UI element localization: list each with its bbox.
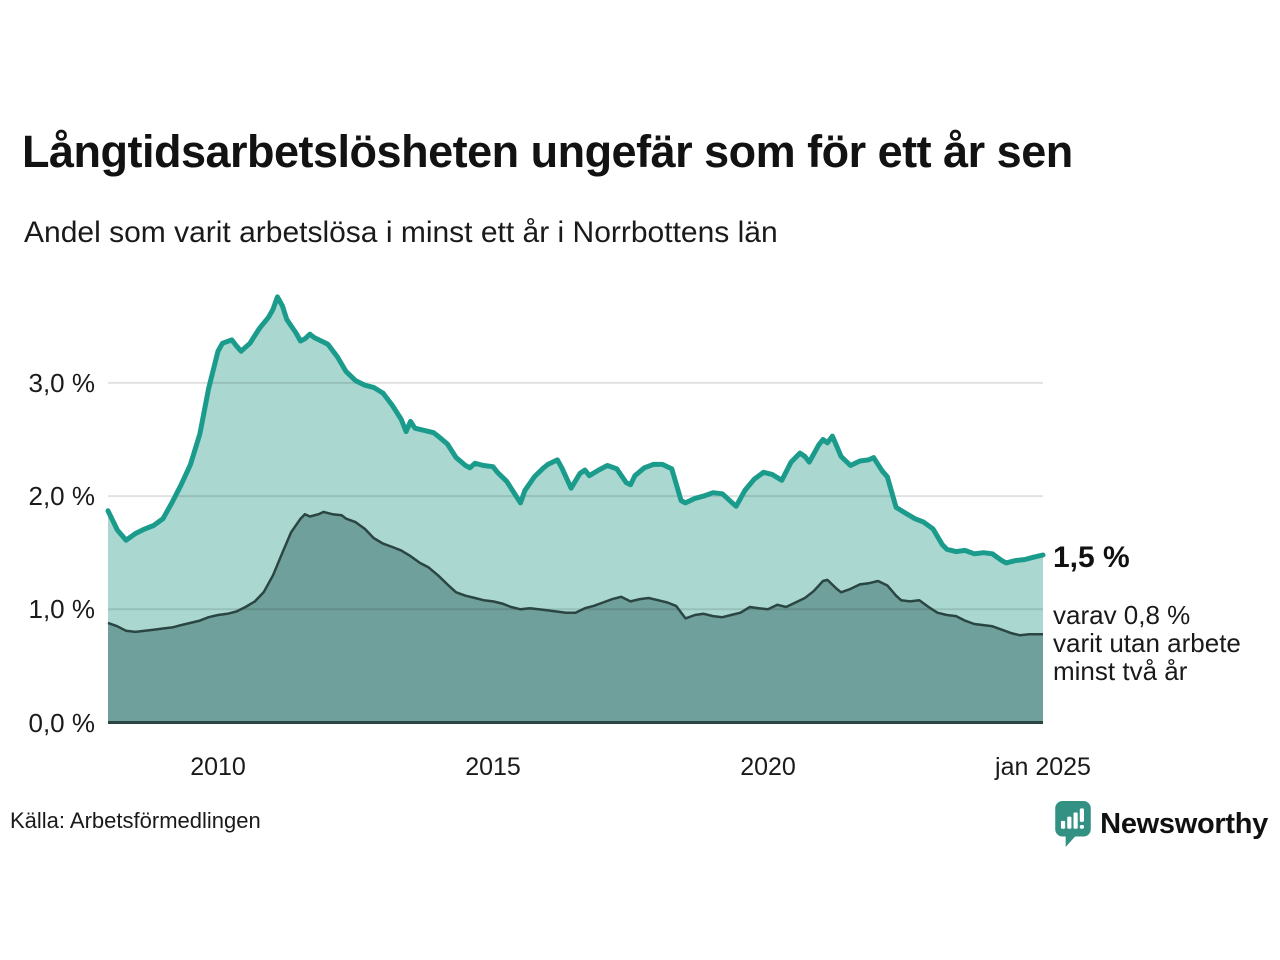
brand-name: Newsworthy [1100, 807, 1268, 840]
x-axis-tick-label: jan 2025 [995, 753, 1091, 781]
line-total [105, 294, 1046, 566]
latest-total-label: 1,5 % [1053, 541, 1130, 574]
latest-detail-line: varit utan arbete [1053, 628, 1241, 658]
y-axis-tick-label: 3,0 % [28, 367, 96, 398]
y-axis-tick-label: 0,0 % [28, 707, 96, 738]
latest-detail-line: minst två år [1053, 656, 1188, 686]
x-axis-tick-label: 2010 [190, 753, 246, 781]
latest-detail-line: varav 0,8 % [1053, 600, 1191, 630]
y-axis-tick-label: 2,0 % [28, 481, 96, 512]
x-axis-tick-label: 2015 [465, 753, 521, 781]
x-axis-tick-label: 2020 [740, 753, 796, 781]
y-axis-tick-label: 1,0 % [28, 594, 96, 625]
line-two-years [107, 510, 1043, 637]
area-two-years [108, 511, 1043, 723]
newsworthy-speech-bubble-chart-icon [1055, 801, 1091, 847]
source-credit: Källa: Arbetsförmedlingen [10, 808, 261, 833]
latest-detail-label: varav 0,8 % varit utan arbete minst två … [1053, 601, 1241, 685]
page-subtitle: Andel som varit arbetslösa i minst ett å… [24, 216, 778, 249]
brand-logo: Newsworthy [1055, 801, 1268, 847]
page-title: Långtidsarbetslösheten ungefär som för e… [22, 126, 1073, 177]
